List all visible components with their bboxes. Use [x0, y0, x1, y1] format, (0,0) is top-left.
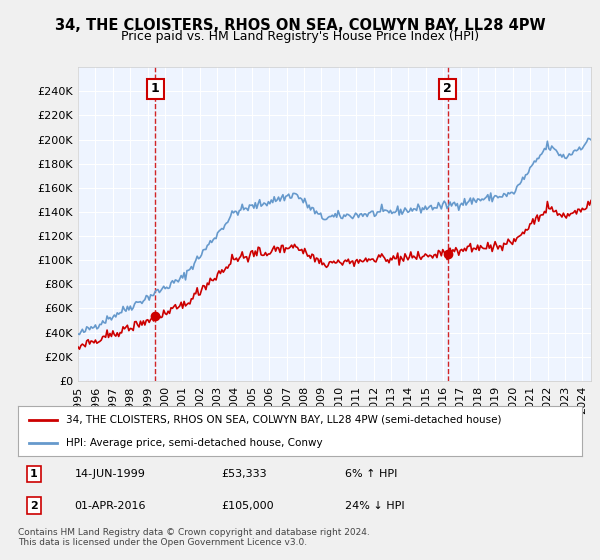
Text: 34, THE CLOISTERS, RHOS ON SEA, COLWYN BAY, LL28 4PW (semi-detached house): 34, THE CLOISTERS, RHOS ON SEA, COLWYN B…	[66, 414, 502, 424]
Text: 6% ↑ HPI: 6% ↑ HPI	[345, 469, 397, 479]
Text: 24% ↓ HPI: 24% ↓ HPI	[345, 501, 405, 511]
Text: £105,000: £105,000	[221, 501, 274, 511]
Text: 2: 2	[30, 501, 38, 511]
Text: 2: 2	[443, 82, 452, 95]
Text: 14-JUN-1999: 14-JUN-1999	[74, 469, 145, 479]
Text: 01-APR-2016: 01-APR-2016	[74, 501, 146, 511]
Text: Price paid vs. HM Land Registry's House Price Index (HPI): Price paid vs. HM Land Registry's House …	[121, 30, 479, 43]
Text: 34, THE CLOISTERS, RHOS ON SEA, COLWYN BAY, LL28 4PW: 34, THE CLOISTERS, RHOS ON SEA, COLWYN B…	[55, 18, 545, 33]
Text: Contains HM Land Registry data © Crown copyright and database right 2024.
This d: Contains HM Land Registry data © Crown c…	[18, 528, 370, 547]
Text: 1: 1	[151, 82, 160, 95]
Text: 1: 1	[30, 469, 38, 479]
Text: HPI: Average price, semi-detached house, Conwy: HPI: Average price, semi-detached house,…	[66, 438, 323, 448]
Text: £53,333: £53,333	[221, 469, 266, 479]
